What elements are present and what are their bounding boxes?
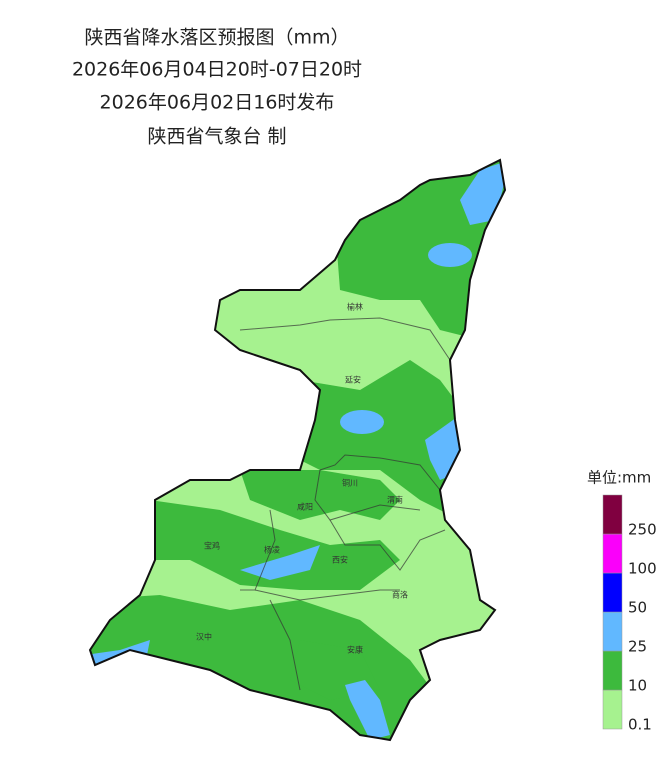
city-label: 榆林 (347, 302, 363, 312)
legend-label: 50 (628, 599, 647, 617)
legend-label: 25 (628, 638, 647, 656)
legend-label: 100 (628, 560, 657, 578)
legend-swatch (602, 533, 623, 574)
city-label: 渭南 (387, 495, 403, 505)
issue-time: 2026年06月02日16时发布 (100, 92, 335, 114)
city-label: 咸阳 (297, 502, 313, 512)
title: 陕西省降水落区预报图（mm） (84, 27, 349, 49)
city-label: 宝鸡 (204, 541, 220, 551)
legend-swatch (602, 494, 623, 535)
legend-swatch (602, 689, 623, 730)
subtitle: 2026年06月04日20时-07日20时 (72, 59, 362, 81)
legend-label: 250 (628, 521, 657, 539)
legend-swatch (602, 611, 623, 652)
boundaries (239, 317, 451, 691)
city-label: 铜川 (342, 478, 358, 488)
legend-swatch (602, 572, 623, 613)
city-label: 西安 (332, 555, 348, 565)
city-label: 杨凌 (264, 545, 280, 555)
legend-label: 0.1 (628, 716, 652, 734)
city-label: 安康 (347, 645, 363, 655)
city-label: 商洛 (392, 590, 408, 600)
legend-title: 单位:mm (587, 469, 651, 487)
city-label: 延安 (345, 375, 361, 385)
legend-swatch (602, 650, 623, 691)
legend-label: 10 (628, 677, 647, 695)
issuer: 陕西省气象台 制 (147, 126, 286, 148)
city-label: 汉中 (196, 632, 212, 642)
